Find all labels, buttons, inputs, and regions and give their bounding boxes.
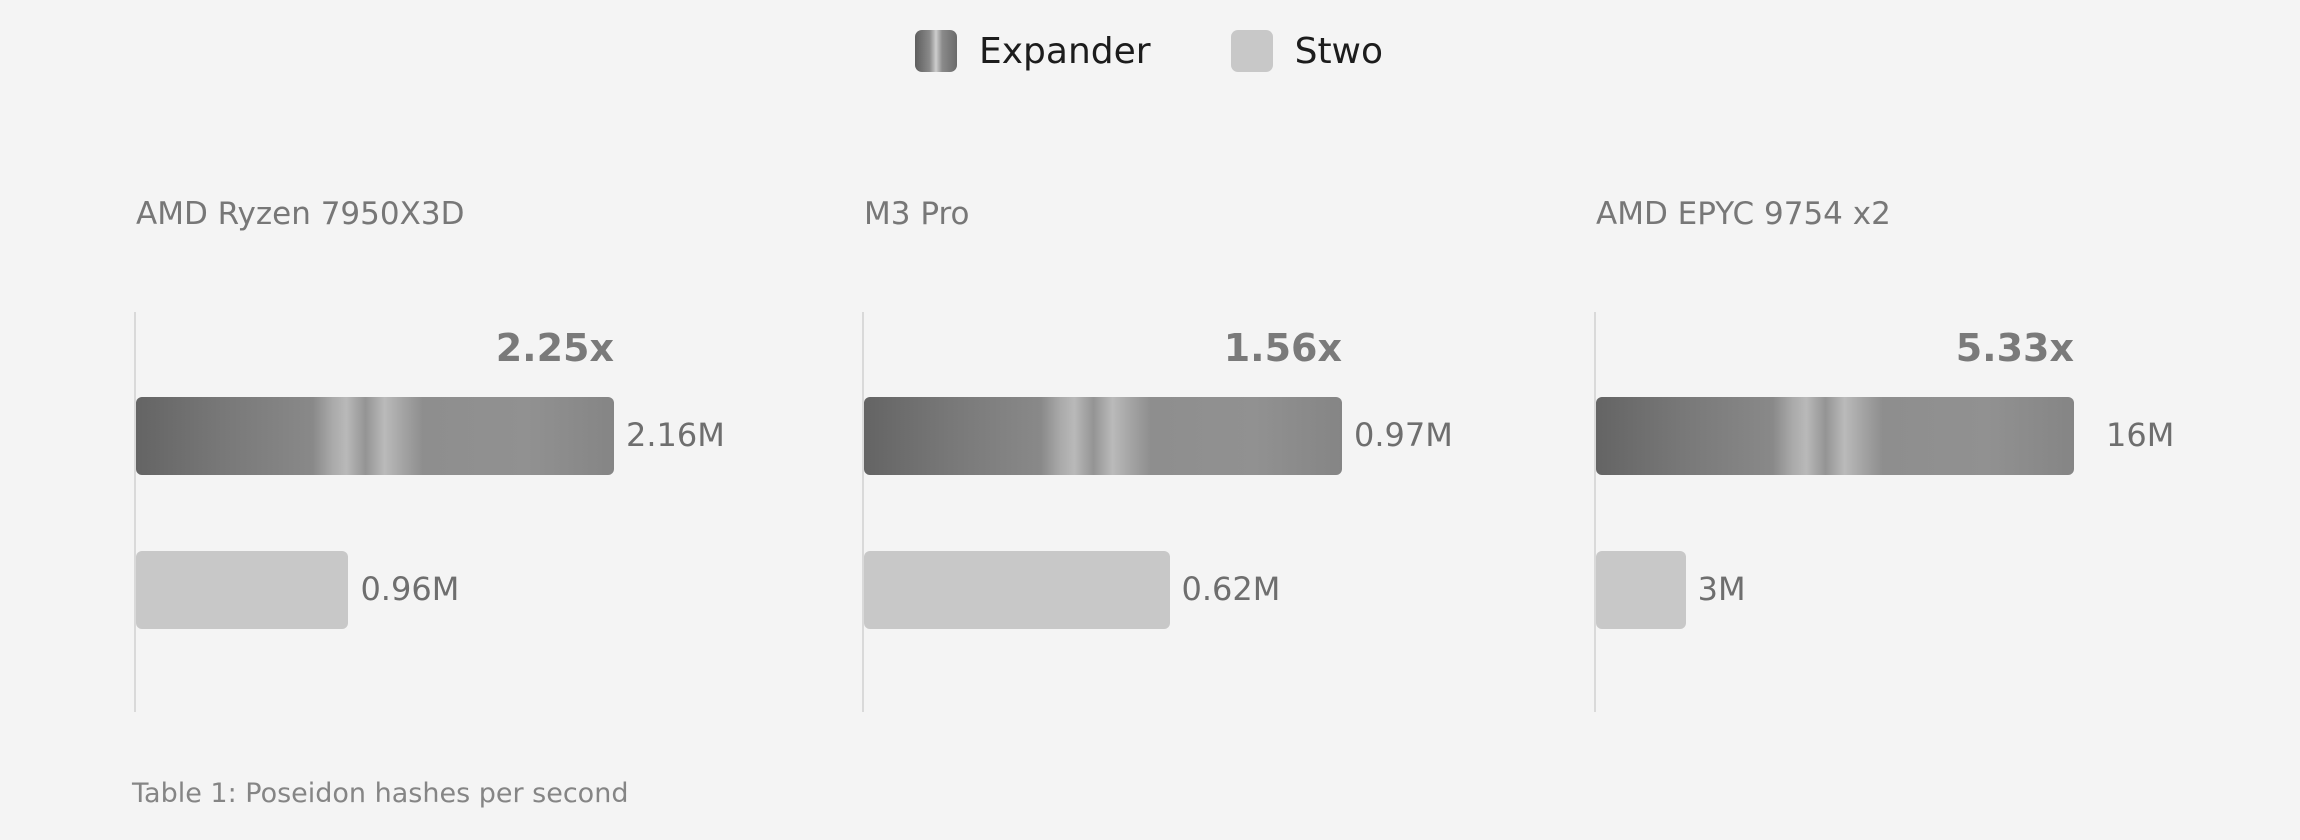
chart-legend: Expander Stwo bbox=[915, 30, 1463, 72]
axis-line bbox=[134, 312, 136, 712]
legend-label-expander: Expander bbox=[979, 30, 1151, 72]
chart-panel-epyc: AMD EPYC 9754 x2 5.33x 16M 3M bbox=[1594, 0, 2294, 760]
bar-expander bbox=[1596, 397, 2074, 475]
legend-item-stwo: Stwo bbox=[1230, 30, 1384, 72]
table-caption: Table 1: Poseidon hashes per second bbox=[132, 778, 629, 809]
speedup-label: 1.56x bbox=[1223, 326, 1342, 370]
panel-title: AMD EPYC 9754 x2 bbox=[1596, 196, 1891, 232]
legend-label-stwo: Stwo bbox=[1294, 30, 1384, 72]
chart-panel-m3-pro: M3 Pro 1.56x 0.97M 0.62M bbox=[862, 0, 1562, 760]
value-label-expander: 16M bbox=[2106, 416, 2175, 454]
axis-line bbox=[1594, 312, 1596, 712]
bar-stwo bbox=[864, 551, 1170, 629]
legend-swatch-expander bbox=[915, 30, 957, 72]
value-label-stwo: 3M bbox=[1697, 570, 1746, 608]
panel-title: M3 Pro bbox=[864, 196, 970, 232]
bar-expander bbox=[136, 397, 614, 475]
legend-item-expander: Expander bbox=[915, 30, 1151, 72]
value-label-stwo: 0.62M bbox=[1181, 570, 1281, 608]
bar-stwo bbox=[1596, 551, 1686, 629]
chart-panel-ryzen: AMD Ryzen 7950X3D 2.25x 2.16M 0.96M bbox=[134, 0, 834, 760]
bar-expander bbox=[864, 397, 1342, 475]
speedup-label: 5.33x bbox=[1955, 326, 2074, 370]
panel-title: AMD Ryzen 7950X3D bbox=[136, 196, 465, 232]
speedup-label: 2.25x bbox=[495, 326, 614, 370]
legend-swatch-stwo bbox=[1230, 30, 1273, 72]
value-label-expander: 0.97M bbox=[1354, 416, 1453, 454]
value-label-stwo: 0.96M bbox=[360, 570, 460, 608]
value-label-expander: 2.16M bbox=[626, 416, 725, 454]
bar-stwo bbox=[136, 551, 349, 629]
axis-line bbox=[862, 312, 864, 712]
